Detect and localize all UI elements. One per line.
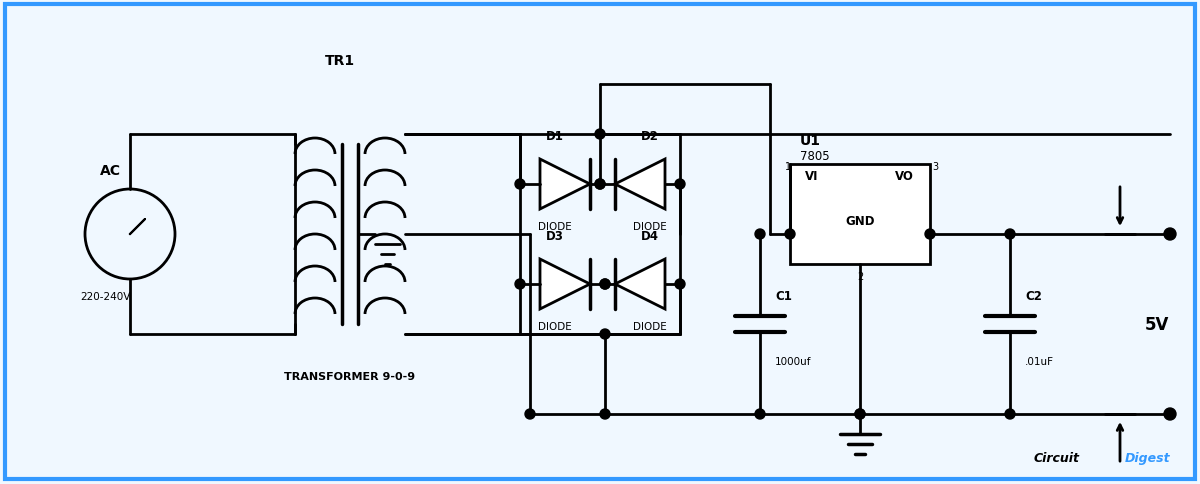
Text: Digest: Digest (1124, 451, 1170, 464)
Circle shape (676, 279, 685, 289)
Text: D3: D3 (546, 229, 564, 242)
Circle shape (600, 279, 610, 289)
Circle shape (515, 279, 526, 289)
Polygon shape (616, 259, 665, 309)
Text: TR1: TR1 (325, 54, 355, 68)
Circle shape (595, 180, 605, 190)
Text: DIODE: DIODE (634, 222, 667, 231)
Text: D1: D1 (546, 130, 564, 143)
FancyBboxPatch shape (5, 5, 1195, 479)
Text: .01uF: .01uF (1025, 356, 1054, 366)
Circle shape (515, 180, 526, 190)
Circle shape (676, 180, 685, 190)
Circle shape (854, 409, 865, 419)
Text: DIODE: DIODE (634, 321, 667, 332)
Polygon shape (616, 160, 665, 210)
Circle shape (1006, 409, 1015, 419)
Circle shape (595, 180, 605, 190)
Circle shape (925, 229, 935, 240)
Circle shape (854, 409, 865, 419)
Circle shape (785, 229, 796, 240)
Circle shape (595, 130, 605, 140)
Polygon shape (540, 160, 590, 210)
Text: 5V: 5V (1145, 316, 1169, 333)
Text: DIODE: DIODE (538, 321, 572, 332)
Text: Circuit: Circuit (1034, 451, 1080, 464)
Text: DIODE: DIODE (538, 222, 572, 231)
Circle shape (755, 229, 766, 240)
FancyBboxPatch shape (790, 165, 930, 264)
Circle shape (1164, 228, 1176, 241)
Circle shape (526, 409, 535, 419)
Text: 1: 1 (785, 162, 791, 172)
Circle shape (600, 279, 610, 289)
Text: GND: GND (845, 214, 875, 227)
Circle shape (1164, 408, 1176, 420)
Polygon shape (540, 259, 590, 309)
Text: AC: AC (100, 164, 120, 178)
Text: C2: C2 (1025, 289, 1042, 302)
Text: 2: 2 (857, 272, 863, 281)
Text: 220-240V: 220-240V (80, 291, 130, 302)
Text: D2: D2 (641, 130, 659, 143)
Circle shape (1006, 229, 1015, 240)
Circle shape (600, 329, 610, 339)
Text: VI: VI (805, 170, 818, 182)
Text: 1000uf: 1000uf (775, 356, 811, 366)
Text: 3: 3 (932, 162, 938, 172)
Text: C1: C1 (775, 289, 792, 302)
Circle shape (600, 409, 610, 419)
Text: VO: VO (895, 170, 914, 182)
Text: TRANSFORMER 9-0-9: TRANSFORMER 9-0-9 (284, 371, 415, 381)
Text: U1: U1 (800, 134, 821, 148)
Text: 7805: 7805 (800, 150, 829, 163)
Circle shape (755, 409, 766, 419)
Text: D4: D4 (641, 229, 659, 242)
